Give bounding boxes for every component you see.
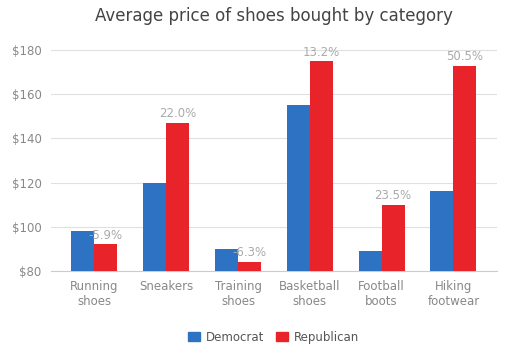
Bar (287, 105, 310, 361)
Bar (358, 251, 381, 361)
Bar (454, 66, 476, 361)
Legend: Democrat, Republican: Democrat, Republican (184, 326, 364, 348)
Text: -5.9%: -5.9% (89, 229, 123, 242)
Title: Average price of shoes bought by category: Average price of shoes bought by categor… (95, 7, 453, 25)
Text: 50.5%: 50.5% (446, 50, 483, 63)
Bar (72, 231, 94, 361)
Bar (215, 249, 238, 361)
Text: 23.5%: 23.5% (375, 189, 412, 202)
Bar (381, 205, 404, 361)
Bar (238, 262, 261, 361)
Bar (431, 191, 454, 361)
Text: 13.2%: 13.2% (303, 45, 340, 58)
Text: 22.0%: 22.0% (159, 107, 196, 120)
Bar (94, 244, 117, 361)
Text: -6.3%: -6.3% (232, 246, 267, 259)
Bar (143, 183, 166, 361)
Bar (166, 123, 189, 361)
Bar (310, 61, 333, 361)
